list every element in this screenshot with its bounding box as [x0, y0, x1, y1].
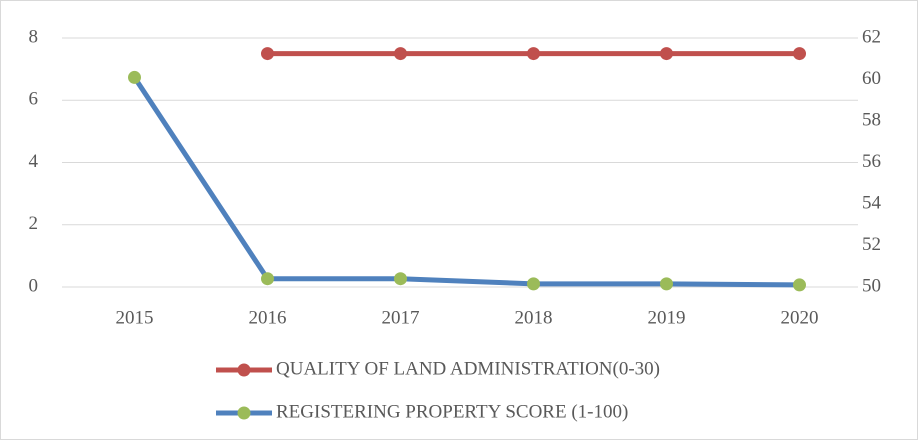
legend-label: QUALITY OF LAND ADMINISTRATION(0-30): [276, 358, 660, 379]
data-point: [128, 70, 141, 84]
y-tick-label: 0: [29, 275, 39, 296]
x-tick-label: 2019: [648, 307, 686, 328]
data-point: [527, 277, 540, 291]
y-tick-label: 8: [29, 26, 39, 47]
y2-tick-label: 52: [862, 234, 881, 255]
data-point: [394, 47, 407, 61]
data-point: [793, 278, 806, 292]
x-tick-label: 2017: [382, 307, 420, 328]
x-tick-label: 2020: [781, 307, 819, 328]
series-line: [132, 76, 800, 288]
legend-label: REGISTERING PROPERTY SCORE (1-100): [276, 401, 628, 422]
y2-tick-label: 60: [862, 68, 881, 89]
x-tick-label: 2018: [515, 307, 553, 328]
legend-marker: [237, 363, 251, 377]
data-point: [660, 277, 673, 291]
y2-tick-label: 54: [862, 192, 882, 213]
data-point: [793, 47, 806, 61]
data-point: [261, 47, 274, 61]
y-tick-label: 6: [29, 89, 39, 110]
data-point: [660, 47, 673, 61]
data-point: [261, 272, 274, 286]
legend-marker: [237, 406, 251, 420]
y2-tick-label: 58: [862, 109, 881, 130]
data-point: [394, 272, 407, 286]
y2-tick-label: 62: [862, 26, 881, 47]
x-tick-label: 2016: [249, 307, 287, 328]
data-point: [527, 47, 540, 61]
x-tick-label: 2015: [116, 307, 154, 328]
y-tick-label: 4: [29, 151, 39, 172]
y2-tick-label: 50: [862, 275, 881, 296]
y2-tick-label: 56: [862, 151, 881, 172]
y-tick-label: 2: [29, 213, 39, 234]
